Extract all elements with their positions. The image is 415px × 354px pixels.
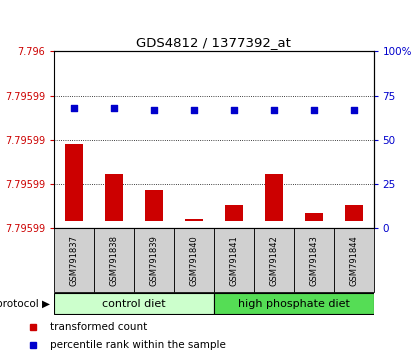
Point	[350, 107, 357, 113]
FancyBboxPatch shape	[94, 228, 134, 292]
FancyBboxPatch shape	[54, 228, 94, 292]
Text: GSM791840: GSM791840	[189, 235, 198, 286]
FancyBboxPatch shape	[174, 228, 214, 292]
Text: GSM791843: GSM791843	[309, 235, 318, 286]
FancyBboxPatch shape	[214, 293, 374, 314]
Point	[151, 107, 157, 113]
FancyBboxPatch shape	[134, 228, 174, 292]
Text: transformed count: transformed count	[50, 322, 147, 332]
FancyBboxPatch shape	[214, 228, 254, 292]
Bar	[105, 175, 123, 221]
FancyBboxPatch shape	[54, 293, 214, 314]
FancyBboxPatch shape	[294, 228, 334, 292]
Point	[71, 105, 77, 111]
Text: protocol ▶: protocol ▶	[0, 298, 50, 309]
Title: GDS4812 / 1377392_at: GDS4812 / 1377392_at	[136, 36, 291, 49]
Bar	[344, 205, 363, 221]
Text: GSM791839: GSM791839	[149, 235, 158, 286]
Text: high phosphate diet: high phosphate diet	[238, 298, 349, 309]
Point	[270, 107, 277, 113]
Text: control diet: control diet	[102, 298, 166, 309]
Text: GSM791837: GSM791837	[69, 235, 78, 286]
FancyBboxPatch shape	[334, 228, 374, 292]
Text: GSM791844: GSM791844	[349, 235, 358, 286]
Point	[230, 107, 237, 113]
Text: GSM791838: GSM791838	[110, 235, 118, 286]
Bar	[305, 213, 322, 221]
Text: GSM791841: GSM791841	[229, 235, 238, 286]
Bar	[65, 144, 83, 221]
Bar	[265, 175, 283, 221]
Text: percentile rank within the sample: percentile rank within the sample	[50, 340, 226, 350]
Bar	[145, 190, 163, 221]
FancyBboxPatch shape	[254, 228, 294, 292]
Point	[110, 105, 117, 111]
Point	[190, 107, 197, 113]
Bar	[185, 219, 203, 221]
Bar	[225, 205, 243, 221]
Point	[310, 107, 317, 113]
Text: GSM791842: GSM791842	[269, 235, 278, 286]
